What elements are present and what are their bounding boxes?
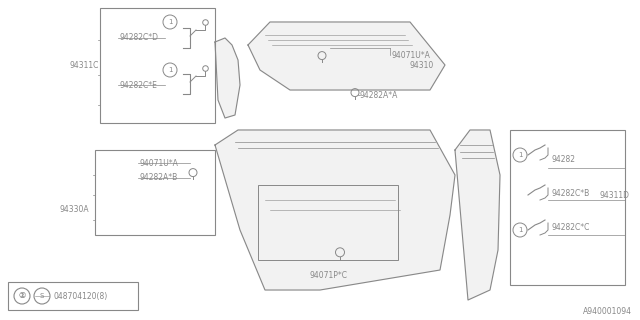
Text: 94071U*A: 94071U*A	[140, 158, 179, 167]
Bar	[95, 150, 215, 235]
Text: 1: 1	[518, 227, 522, 233]
Text: 94071P*C: 94071P*C	[310, 270, 348, 279]
Text: 94311D: 94311D	[600, 190, 630, 199]
Text: ①: ①	[19, 292, 26, 300]
Text: 94311C: 94311C	[70, 60, 99, 69]
Polygon shape	[455, 130, 500, 300]
Text: 1: 1	[518, 152, 522, 158]
Polygon shape	[248, 22, 445, 90]
Text: 1: 1	[168, 19, 172, 25]
Text: 94282C*D: 94282C*D	[120, 34, 159, 43]
Bar	[510, 130, 625, 285]
Text: 94282C*B: 94282C*B	[552, 188, 590, 197]
Bar	[100, 8, 215, 123]
Text: 94282C*C: 94282C*C	[552, 223, 590, 233]
Text: 94330A: 94330A	[60, 205, 90, 214]
Text: S: S	[40, 293, 44, 299]
Polygon shape	[215, 130, 455, 290]
Text: 94071U*A: 94071U*A	[392, 51, 431, 60]
Text: 94282C*E: 94282C*E	[120, 81, 158, 90]
Bar	[258, 185, 398, 260]
Text: ②: ②	[19, 292, 26, 300]
Bar	[8, 282, 138, 310]
Text: 94310: 94310	[410, 60, 435, 69]
Text: 94282A*B: 94282A*B	[140, 173, 179, 182]
Text: 94282: 94282	[552, 156, 576, 164]
Text: A940001094: A940001094	[583, 308, 632, 316]
Text: 048704120(8): 048704120(8)	[54, 292, 108, 300]
Text: 1: 1	[168, 67, 172, 73]
Polygon shape	[215, 38, 240, 118]
Text: 94282A*A: 94282A*A	[360, 91, 398, 100]
